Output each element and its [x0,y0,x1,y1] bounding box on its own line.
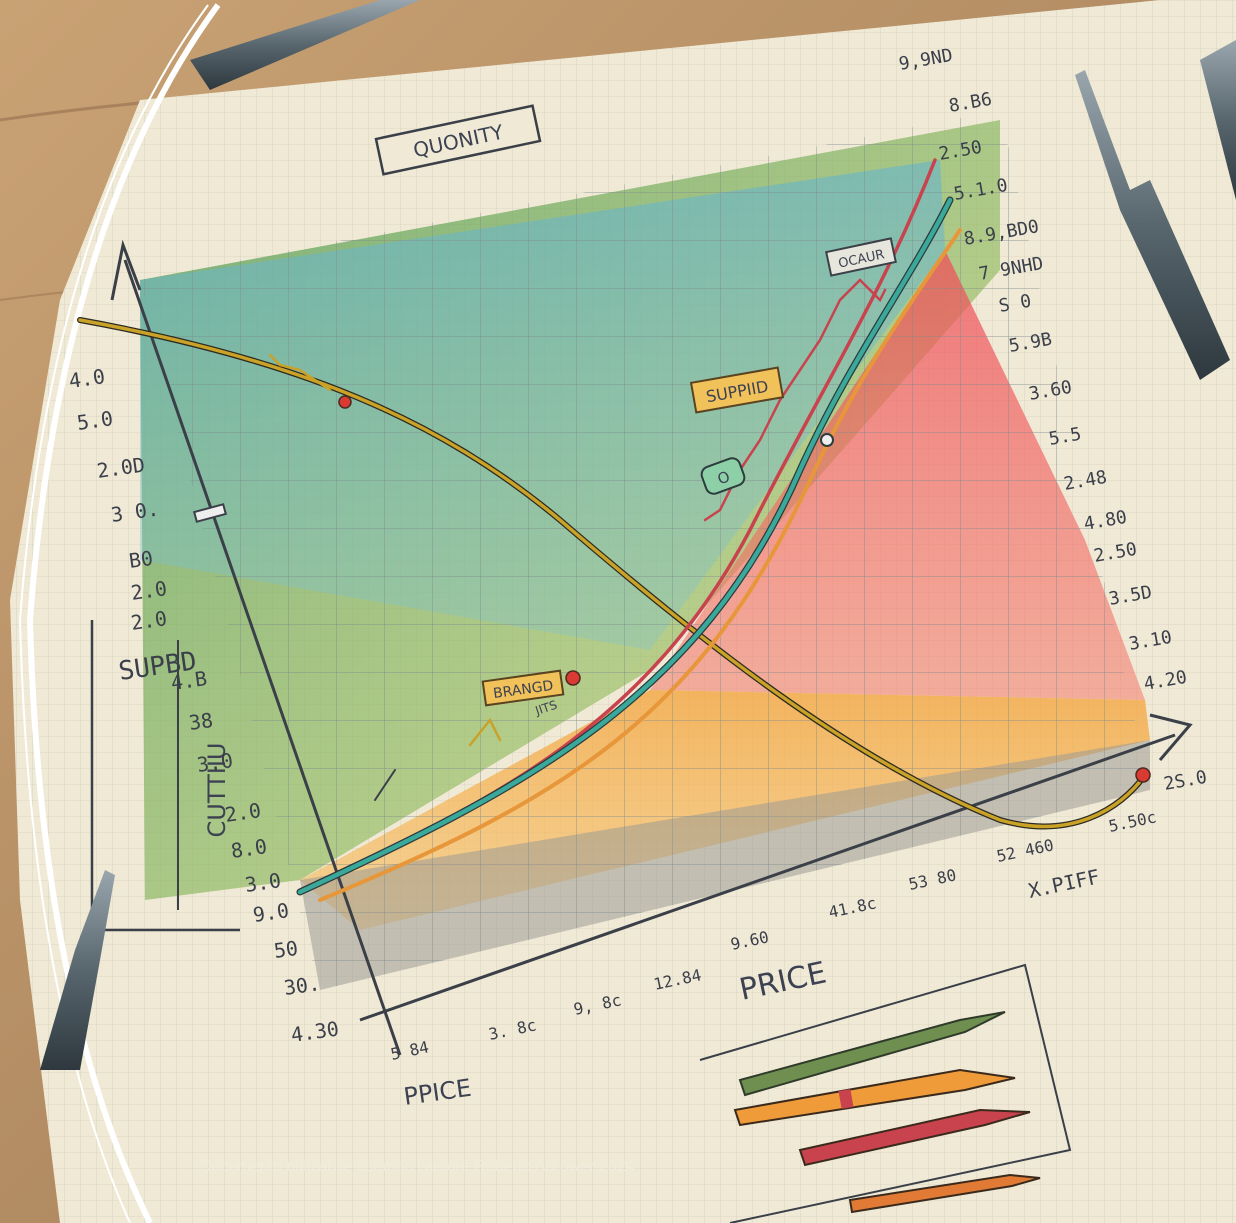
chart-points [338,395,1151,783]
svg-text:3.0: 3.0 [243,868,282,897]
vertical-label: CUTTIIU [203,743,231,838]
pencil-thin [848,1173,1041,1214]
pen-top [190,0,420,90]
point-supply [820,433,834,447]
tag-jits-label: JITS [533,698,559,718]
tag-ci: O [700,457,746,495]
left-bracket: CUTTIIU SUPBD [90,620,240,932]
svg-text:30.: 30. [282,971,321,1000]
svg-text:3.0: 3.0 [195,748,234,777]
svg-text:9.0: 9.0 [251,898,290,927]
x-axis-arrow [1149,713,1193,761]
svg-text:2.0: 2.0 [129,576,168,605]
point-end [1135,767,1151,783]
tag-supplied: SUPPIID [689,366,785,414]
y-axis-arrow [110,239,142,301]
point-brand [565,670,581,686]
svg-text:2.0: 2.0 [223,798,262,827]
demand-curve [78,318,1147,829]
left-ticks: 4.0 5.0 2.0D 3 0. B0 2.0 2.0 4.B 38 3.0 … [67,364,340,1047]
pencil-green [738,1011,1006,1097]
svg-text:B0: B0 [127,546,154,573]
svg-text:4.B: 4.B [169,666,208,695]
pen-left [40,870,115,1070]
watermark-caption: Documento utilizabile cotando l'autore R… [200,1158,635,1175]
tag-ci-label: O [715,467,732,488]
tag-brand: BRANGD [481,669,565,707]
chart-area [140,110,1150,990]
svg-text:38: 38 [187,708,214,735]
point-demand-top [338,395,352,409]
supply-curve-orange [318,228,962,902]
svg-text:4.0: 4.0 [67,364,106,393]
x-axis [359,733,1176,1022]
y-axis [123,259,402,1056]
supply-curve-teal [297,197,953,895]
svg-text:5.0: 5.0 [75,406,114,435]
svg-text:2.0: 2.0 [129,606,168,635]
pen-right [1075,40,1236,380]
svg-text:50: 50 [272,936,299,963]
pencil-orange [733,1068,1016,1127]
chart-axes [110,239,1193,1056]
pencil-red [798,1108,1031,1167]
chart-curves [77,158,1148,902]
svg-text:8.0: 8.0 [229,834,268,863]
pencil-box [699,963,1072,1223]
